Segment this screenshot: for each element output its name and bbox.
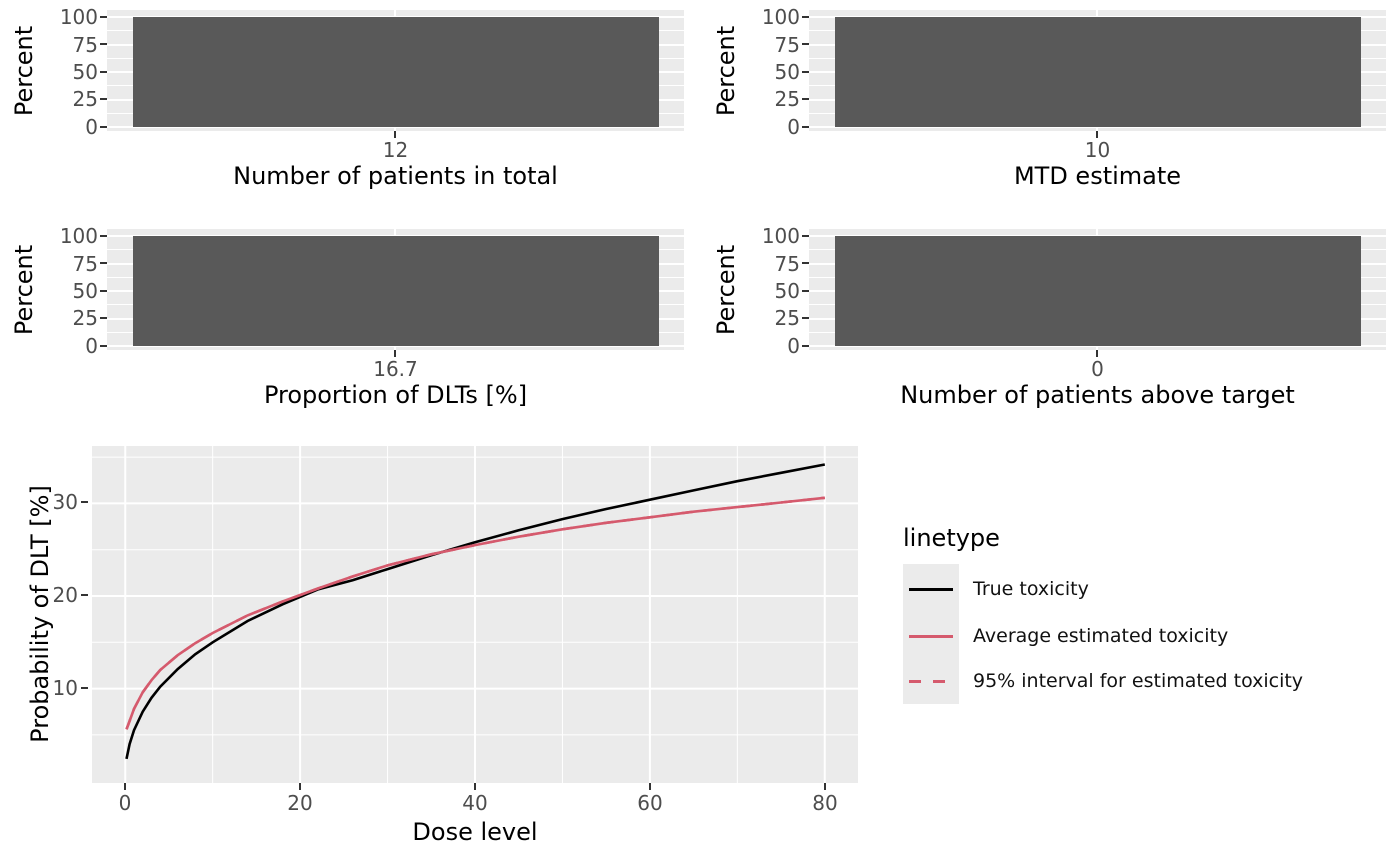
y-tick-label: 75 <box>774 252 800 276</box>
y-tick-mark <box>802 317 809 319</box>
y-tick-label: 0 <box>787 115 800 139</box>
x-tick-mark <box>394 350 396 357</box>
chart-proportion-of-dlts: Percent 100 75 50 25 0 16.7 Proportion o… <box>0 219 700 438</box>
x-axis-title: MTD estimate <box>1013 162 1182 190</box>
x-tick-mark <box>299 783 301 790</box>
chart-mtd-estimate: Percent 100 75 50 25 0 10 MTD estimate <box>702 0 1400 219</box>
legend-key-true-toxicity-line <box>909 588 953 591</box>
y-tick-mark <box>802 235 809 237</box>
y-tick-label: 20 <box>52 583 78 607</box>
legend-title: linetype <box>903 524 1000 552</box>
x-tick-label: 60 <box>637 791 663 815</box>
y-tick-mark <box>81 687 88 689</box>
x-tick-label: 0 <box>118 791 132 815</box>
y-tick-mark <box>802 290 809 292</box>
y-tick-mark <box>100 262 107 264</box>
y-tick-mark <box>802 43 809 45</box>
y-tick-label: 30 <box>52 490 78 514</box>
y-tick-label: 25 <box>774 87 800 111</box>
y-tick-label: 0 <box>85 334 98 358</box>
x-tick-mark <box>1096 350 1098 357</box>
y-tick-label: 25 <box>774 306 800 330</box>
y-tick-label: 25 <box>72 87 98 111</box>
y-tick-mark <box>802 345 809 347</box>
x-tick-mark <box>1096 131 1098 138</box>
legend-key-95-interval-dashed-line <box>909 680 953 683</box>
chart-number-of-patients-in-total: Percent 100 75 50 25 0 12 Number of pati… <box>0 0 700 219</box>
y-tick-mark <box>100 235 107 237</box>
y-tick-label: 50 <box>774 60 800 84</box>
y-tick-mark <box>802 16 809 18</box>
y-tick-mark <box>100 16 107 18</box>
plot-panel <box>107 10 684 131</box>
y-tick-label: 50 <box>72 60 98 84</box>
plot-panel <box>809 10 1386 131</box>
series-line-95-interval-for-estimated-toxicity <box>125 496 825 730</box>
y-tick-mark <box>100 71 107 73</box>
y-tick-label: 100 <box>59 5 98 29</box>
legend: linetype True toxicity Average estimated… <box>903 524 1400 734</box>
dose-toxicity-plot-canvas <box>92 446 858 783</box>
y-tick-label: 25 <box>72 306 98 330</box>
plot-panel <box>92 446 858 783</box>
y-tick-label: 100 <box>761 224 800 248</box>
x-tick-label: 40 <box>462 791 488 815</box>
bar-100-percent <box>835 236 1361 346</box>
x-tick-label: 12 <box>382 138 409 162</box>
y-tick-label: 75 <box>72 252 98 276</box>
x-axis-title: Number of patients in total <box>233 162 558 190</box>
legend-label-95-interval: 95% interval for estimated toxicity <box>973 670 1304 692</box>
y-tick-mark <box>802 71 809 73</box>
y-tick-mark <box>100 43 107 45</box>
y-tick-mark <box>802 98 809 100</box>
x-tick-label: 16.7 <box>373 357 418 381</box>
y-tick-label: 0 <box>787 334 800 358</box>
x-tick-label: 10 <box>1084 138 1111 162</box>
y-tick-mark <box>81 594 88 596</box>
y-tick-label: 50 <box>774 279 800 303</box>
x-axis-title: Proportion of DLTs [%] <box>263 381 528 409</box>
chart-patients-above-target: Percent 100 75 50 25 0 0 Number of patie… <box>702 219 1400 438</box>
plot-panel <box>809 229 1386 350</box>
legend-key-average-estimated-line <box>909 635 953 638</box>
y-tick-label: 10 <box>52 676 78 700</box>
plot-panel <box>107 229 684 350</box>
x-axis-title: Dose level <box>412 818 538 846</box>
y-tick-mark <box>100 98 107 100</box>
series-line-true-toxicity <box>125 463 826 760</box>
y-tick-mark <box>802 262 809 264</box>
y-tick-label: 75 <box>774 33 800 57</box>
y-tick-label: 100 <box>59 224 98 248</box>
x-axis-title: Number of patients above target <box>900 381 1295 409</box>
y-tick-mark <box>100 317 107 319</box>
legend-label-true-toxicity: True toxicity <box>973 578 1089 600</box>
y-tick-mark <box>81 501 88 503</box>
y-tick-mark <box>100 345 107 347</box>
bar-100-percent <box>835 17 1361 127</box>
x-tick-mark <box>649 783 651 790</box>
bar-100-percent <box>133 17 659 127</box>
y-tick-label: 75 <box>72 33 98 57</box>
x-tick-mark <box>824 783 826 790</box>
chart-dose-toxicity-curves: Probability of DLT [%] 30 20 10 0 20 40 … <box>0 438 880 866</box>
x-tick-mark <box>394 131 396 138</box>
y-tick-label: 100 <box>761 5 800 29</box>
y-tick-label: 50 <box>72 279 98 303</box>
x-tick-mark <box>474 783 476 790</box>
y-tick-label: 0 <box>85 115 98 139</box>
legend-label-average-estimated-toxicity: Average estimated toxicity <box>973 625 1229 647</box>
x-tick-label: 20 <box>287 791 313 815</box>
y-axis-title: Probability of DLT [%] <box>26 485 54 743</box>
y-tick-mark <box>100 290 107 292</box>
y-tick-mark <box>802 126 809 128</box>
legend-key-background <box>903 564 959 704</box>
x-tick-label: 0 <box>1091 357 1104 381</box>
x-tick-label: 80 <box>812 791 838 815</box>
y-tick-mark <box>100 126 107 128</box>
x-tick-mark <box>124 783 126 790</box>
bar-100-percent <box>133 236 659 346</box>
